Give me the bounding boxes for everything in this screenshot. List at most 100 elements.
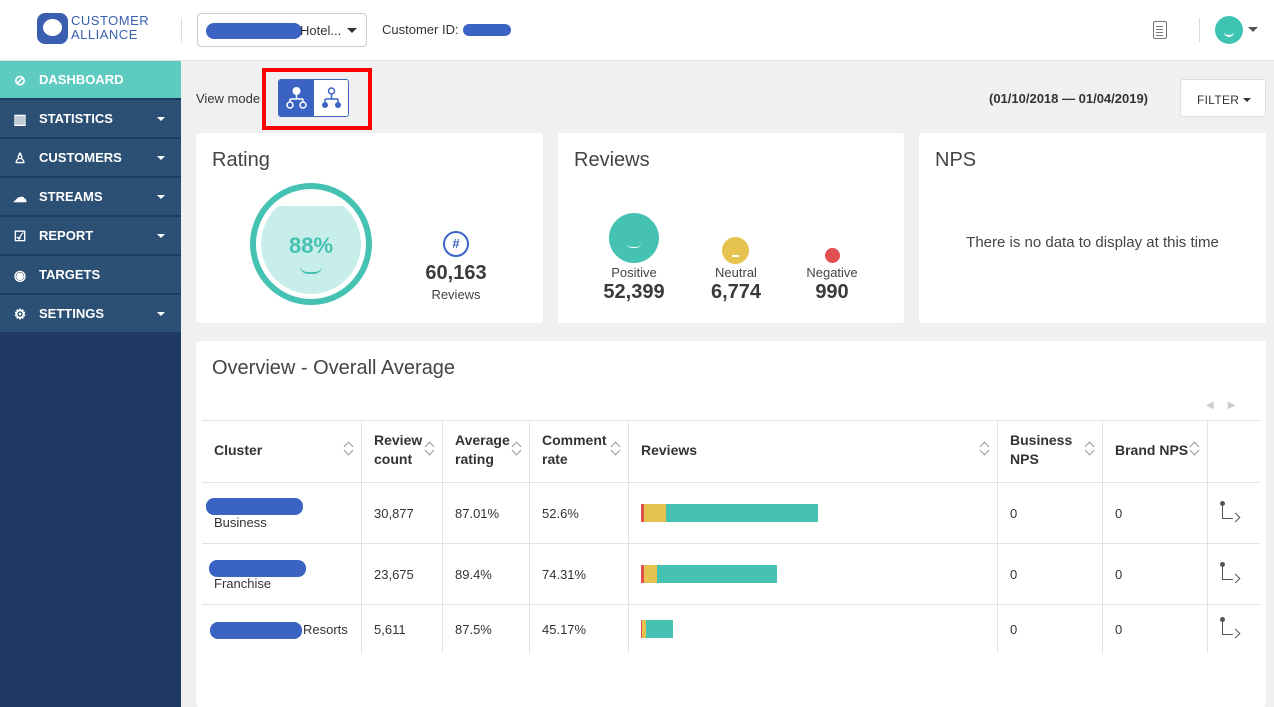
- drill-down-icon[interactable]: [1220, 562, 1240, 584]
- redacted-customer-id: [463, 24, 511, 36]
- document-icon[interactable]: [1153, 21, 1167, 39]
- header-divider: [181, 18, 182, 42]
- review-count-cell: 5,611: [374, 622, 406, 637]
- drill-down-icon[interactable]: [1220, 501, 1240, 523]
- neutral-segment: [644, 504, 666, 522]
- hierarchy-icon: [286, 87, 307, 109]
- table-border: [997, 420, 998, 653]
- redacted-cluster-name: [209, 560, 306, 577]
- cluster-name: Business: [214, 515, 267, 530]
- sort-icon[interactable]: [611, 442, 621, 456]
- neutral-segment: [642, 620, 646, 638]
- sort-icon[interactable]: [1190, 442, 1200, 456]
- sidebar-item-report[interactable]: ☑ REPORT: [0, 217, 181, 255]
- table-border: [361, 420, 362, 653]
- overview-title: Overview - Overall Average: [212, 357, 456, 379]
- filter-button[interactable]: FILTER: [1180, 79, 1266, 117]
- positive-segment: [657, 565, 777, 583]
- highlight-annotation: [262, 68, 372, 130]
- business-nps-cell: 0: [1010, 506, 1018, 521]
- sort-icon[interactable]: [980, 442, 990, 456]
- column-header-brand-nps[interactable]: Brand NPS: [1115, 442, 1189, 458]
- negative-value: 990: [815, 281, 849, 303]
- column-header-reviews[interactable]: Reviews: [641, 442, 698, 458]
- user-icon: ♙: [13, 150, 27, 166]
- sidebar-item-dashboard[interactable]: ⊘ DASHBOARD: [0, 61, 181, 99]
- brand-nps-cell: 0: [1115, 622, 1123, 637]
- sort-icon[interactable]: [425, 442, 435, 456]
- sidebar-item-label: CUSTOMERS: [39, 150, 122, 165]
- drill-down-icon[interactable]: [1220, 617, 1240, 639]
- nps-card: NPS There is no data to display at this …: [919, 133, 1266, 323]
- neutral-segment: [644, 565, 657, 583]
- average-rating-cell: 87.5%: [455, 622, 492, 637]
- review-count-cell: 30,877: [374, 506, 414, 521]
- nps-empty-message: There is no data to display at this time: [966, 234, 1219, 251]
- sidebar-item-customers[interactable]: ♙ CUSTOMERS: [0, 139, 181, 177]
- sidebar-item-targets[interactable]: ◉ TARGETS: [0, 256, 181, 294]
- filter-button-label: FILTER: [1197, 93, 1240, 107]
- sidebar-item-label: DASHBOARD: [39, 72, 124, 87]
- logo-mark-icon: [37, 13, 68, 44]
- negative-segment: [641, 504, 644, 522]
- sidebar-item-statistics[interactable]: ▥ STATISTICS: [0, 100, 181, 138]
- column-header-line: NPS: [1010, 451, 1039, 467]
- column-header-comment-rate[interactable]: Comment rate: [542, 431, 607, 469]
- avatar[interactable]: [1215, 16, 1243, 44]
- column-header-line: rate: [542, 451, 568, 467]
- negative-dot-icon: [825, 248, 840, 263]
- positive-segment: [666, 504, 818, 522]
- column-header-line: Business: [1010, 432, 1073, 448]
- hotel-select-value: Hotel...: [300, 23, 342, 38]
- review-total-label: Reviews: [431, 287, 481, 302]
- neutral-value: 6,774: [710, 281, 762, 303]
- table-border: [1207, 420, 1208, 653]
- cluster-name: Resorts: [303, 622, 348, 637]
- customer-alliance-logo[interactable]: CUSTOMER ALLIANCE: [37, 13, 149, 47]
- view-mode-tree-button[interactable]: [314, 80, 348, 116]
- comment-rate-cell: 74.31%: [542, 567, 587, 582]
- negative-segment: [641, 565, 644, 583]
- sidebar-item-streams[interactable]: ☁ STREAMS: [0, 178, 181, 216]
- sort-icon[interactable]: [344, 442, 354, 456]
- average-rating-cell: 87.01%: [455, 506, 500, 521]
- hotel-select[interactable]: Hotel...: [197, 13, 367, 47]
- positive-dot-icon: [609, 213, 659, 263]
- sidebar-item-label: SETTINGS: [39, 306, 105, 321]
- sort-icon[interactable]: [1085, 442, 1095, 456]
- bar-chart-icon: ▥: [13, 111, 27, 127]
- redacted-hotel-name: [206, 23, 302, 39]
- logo-text: CUSTOMER ALLIANCE: [71, 13, 150, 42]
- comment-rate-cell: 45.17%: [542, 622, 587, 637]
- column-header-average-rating[interactable]: Average rating: [455, 431, 510, 469]
- review-total: 60,163: [425, 262, 487, 284]
- business-nps-cell: 0: [1010, 622, 1018, 637]
- negative-label: Negative: [806, 265, 858, 280]
- redacted-cluster-name: [206, 498, 303, 515]
- column-header-cluster[interactable]: Cluster: [214, 442, 263, 458]
- table-border: [628, 420, 629, 653]
- chevron-down-icon[interactable]: [1248, 27, 1258, 32]
- clipboard-check-icon: ☑: [13, 228, 27, 244]
- positive-value: 52,399: [603, 281, 665, 303]
- sort-icon[interactable]: [512, 442, 522, 456]
- column-header-review-count[interactable]: Review count: [374, 431, 422, 469]
- brand-nps-cell: 0: [1115, 506, 1123, 521]
- nps-card-title: NPS: [935, 149, 977, 171]
- column-header-business-nps[interactable]: Business NPS: [1010, 431, 1072, 469]
- rating-card: Rating 88% # 60,163 Reviews: [196, 133, 543, 323]
- average-rating-cell: 89.4%: [455, 567, 492, 582]
- view-mode-hierarchy-button[interactable]: [279, 80, 314, 116]
- hash-icon: #: [443, 231, 469, 257]
- neutral-dot-icon: [722, 237, 749, 264]
- date-range: (01/10/2018 — 01/04/2019): [989, 91, 1149, 106]
- sidebar-item-label: STATISTICS: [39, 111, 113, 126]
- column-header-line: Comment: [542, 432, 607, 448]
- chevron-down-icon: [157, 156, 165, 160]
- chevron-down-icon: [1243, 98, 1251, 102]
- table-scroll-arrows[interactable]: ◀▶: [1206, 400, 1250, 411]
- sidebar-item-settings[interactable]: ⚙ SETTINGS: [0, 295, 181, 333]
- table-border: [202, 482, 1260, 483]
- column-header-line: rating: [455, 451, 494, 467]
- cluster-name: Franchise: [214, 576, 272, 591]
